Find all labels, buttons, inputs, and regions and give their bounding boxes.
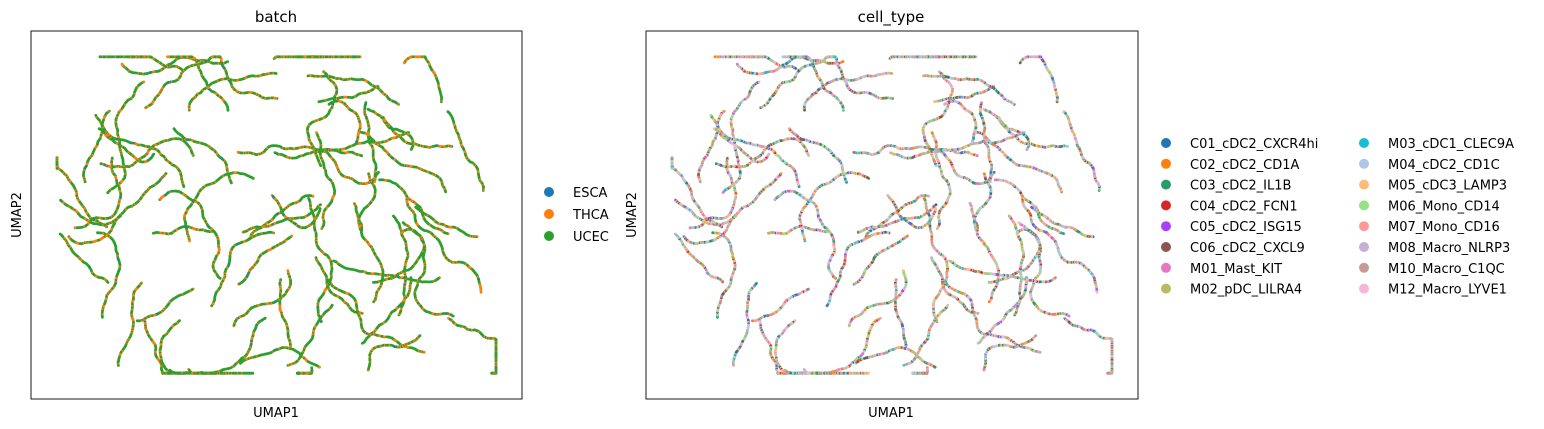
scatter-point: [98, 55, 102, 59]
scatter-point: [210, 304, 214, 308]
scatter-point: [414, 205, 418, 209]
scatter-point: [304, 55, 307, 59]
scatter-point: [251, 177, 255, 180]
scatter-point: [119, 214, 122, 218]
scatter-point: [307, 197, 310, 200]
scatter-point: [372, 300, 375, 304]
scatter-point: [73, 226, 77, 230]
scatter-point: [319, 164, 323, 168]
scatter-point: [318, 207, 322, 211]
scatter-point: [96, 231, 99, 235]
scatter-point: [357, 130, 361, 134]
scatter-point: [446, 110, 450, 114]
scatter-point: [83, 180, 87, 184]
scatter-point: [99, 162, 103, 166]
scatter-point: [360, 154, 363, 158]
scatter-point: [94, 113, 98, 117]
scatter-point: [211, 229, 215, 233]
scatter-point: [142, 80, 146, 84]
scatter-point: [211, 55, 214, 59]
scatter-point: [97, 127, 101, 131]
scatter-point: [361, 341, 364, 345]
scatter-point: [286, 269, 290, 273]
scatter-point: [218, 277, 222, 280]
scatter-point: [451, 314, 455, 318]
scatter-point: [367, 172, 370, 176]
scatter-point: [377, 170, 380, 174]
scatter-point: [479, 290, 483, 294]
scatter-point: [381, 116, 385, 119]
scatter-point: [120, 62, 124, 66]
scatter-point: [166, 55, 169, 59]
scatter-point: [319, 203, 322, 207]
scatter-point: [378, 178, 381, 182]
scatter-point: [327, 102, 331, 106]
scatter-point: [315, 131, 318, 135]
scatter-point: [117, 364, 120, 367]
scatter-point: [306, 74, 310, 78]
scatter-point: [274, 72, 278, 75]
panel-title: batch: [255, 8, 297, 26]
scatter-point: [58, 232, 62, 236]
scatter-point: [392, 214, 395, 218]
scatter-point: [401, 221, 405, 225]
scatter-point: [172, 127, 176, 130]
scatter-points: [55, 55, 498, 375]
scatter-point: [314, 256, 318, 260]
scatter-point: [164, 172, 168, 175]
scatter-point: [332, 259, 336, 263]
scatter-point: [290, 234, 294, 238]
scatter-point: [168, 368, 172, 372]
scatter-point: [55, 167, 59, 170]
scatter-point: [135, 319, 139, 323]
scatter-point: [366, 107, 370, 111]
scatter-point: [422, 350, 426, 354]
scatter-point: [403, 61, 406, 65]
